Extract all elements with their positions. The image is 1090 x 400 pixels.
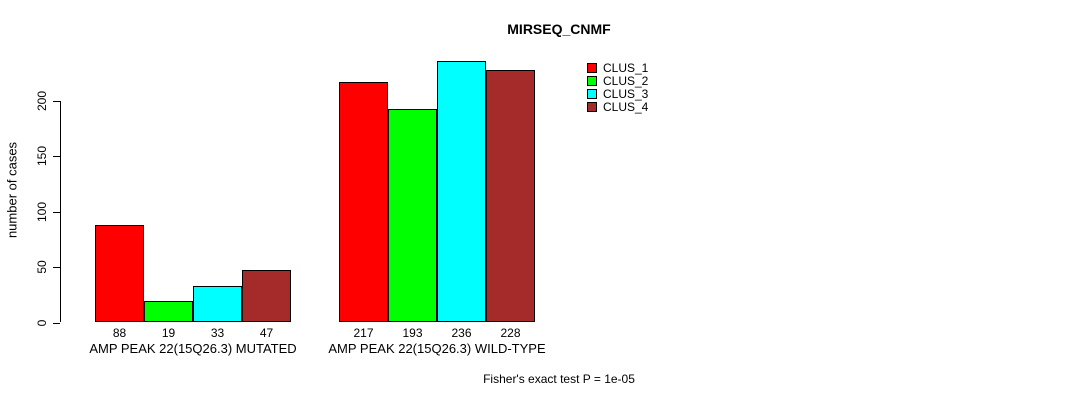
legend: CLUS_1 CLUS_2 CLUS_3 CLUS_4	[587, 60, 649, 114]
legend-item-clus_3: CLUS_3	[587, 86, 649, 101]
y-axis-tick-label: 50	[35, 260, 49, 274]
bar-clus_1-group1	[95, 225, 144, 323]
bar-clus_4-group1	[242, 270, 291, 323]
y-axis-tick	[53, 156, 60, 158]
legend-item-label: CLUS_3	[603, 86, 649, 101]
category-label: AMP PEAK 22(15Q26.3) WILD-TYPE	[328, 341, 546, 356]
bar-value-label: 236	[451, 326, 472, 340]
bar-clus_2-group1	[144, 301, 193, 323]
legend-item-clus_4: CLUS_4	[587, 99, 649, 114]
bar-clus_3-group1	[193, 285, 242, 323]
legend-item-clus_2: CLUS_2	[587, 73, 649, 88]
y-axis-tick	[53, 211, 60, 213]
legend-color-swatch	[587, 88, 597, 99]
legend-color-swatch	[587, 75, 597, 86]
y-axis-tick-label: 200	[35, 91, 49, 112]
bar-clus_2-group2	[388, 108, 437, 323]
legend-color-swatch	[587, 62, 597, 73]
y-axis-line	[60, 101, 61, 323]
y-axis-tick	[53, 101, 60, 103]
legend-item-label: CLUS_1	[603, 60, 649, 75]
bar-clus_1-group2	[339, 82, 388, 323]
legend-item-clus_1: CLUS_1	[587, 60, 649, 75]
y-axis-tick	[53, 267, 60, 269]
legend-item-label: CLUS_4	[603, 99, 649, 114]
y-axis-tick-label: 0	[35, 319, 49, 326]
bar-value-label: 217	[353, 326, 374, 340]
bar-value-label: 88	[112, 326, 127, 340]
legend-color-swatch	[587, 101, 597, 112]
chart-title: MIRSEQ_CNMF	[507, 21, 611, 37]
legend-item-label: CLUS_2	[603, 73, 649, 88]
y-axis-tick	[53, 322, 60, 324]
bar-value-label: 228	[500, 326, 521, 340]
footnote-stat-test: Fisher's exact test P = 1e-05	[483, 372, 635, 386]
y-axis-label: number of cases	[4, 141, 20, 239]
bar-clus_3-group2	[437, 61, 486, 323]
category-label: AMP PEAK 22(15Q26.3) MUTATED	[89, 341, 297, 356]
bar-value-label: 47	[259, 326, 274, 340]
bar-clus_4-group2	[486, 70, 535, 323]
bar-value-label: 19	[161, 326, 176, 340]
bar-value-label: 193	[402, 326, 423, 340]
y-axis-tick-label: 150	[35, 146, 49, 167]
y-axis-tick-label: 100	[35, 201, 49, 222]
bar-value-label: 33	[210, 326, 225, 340]
